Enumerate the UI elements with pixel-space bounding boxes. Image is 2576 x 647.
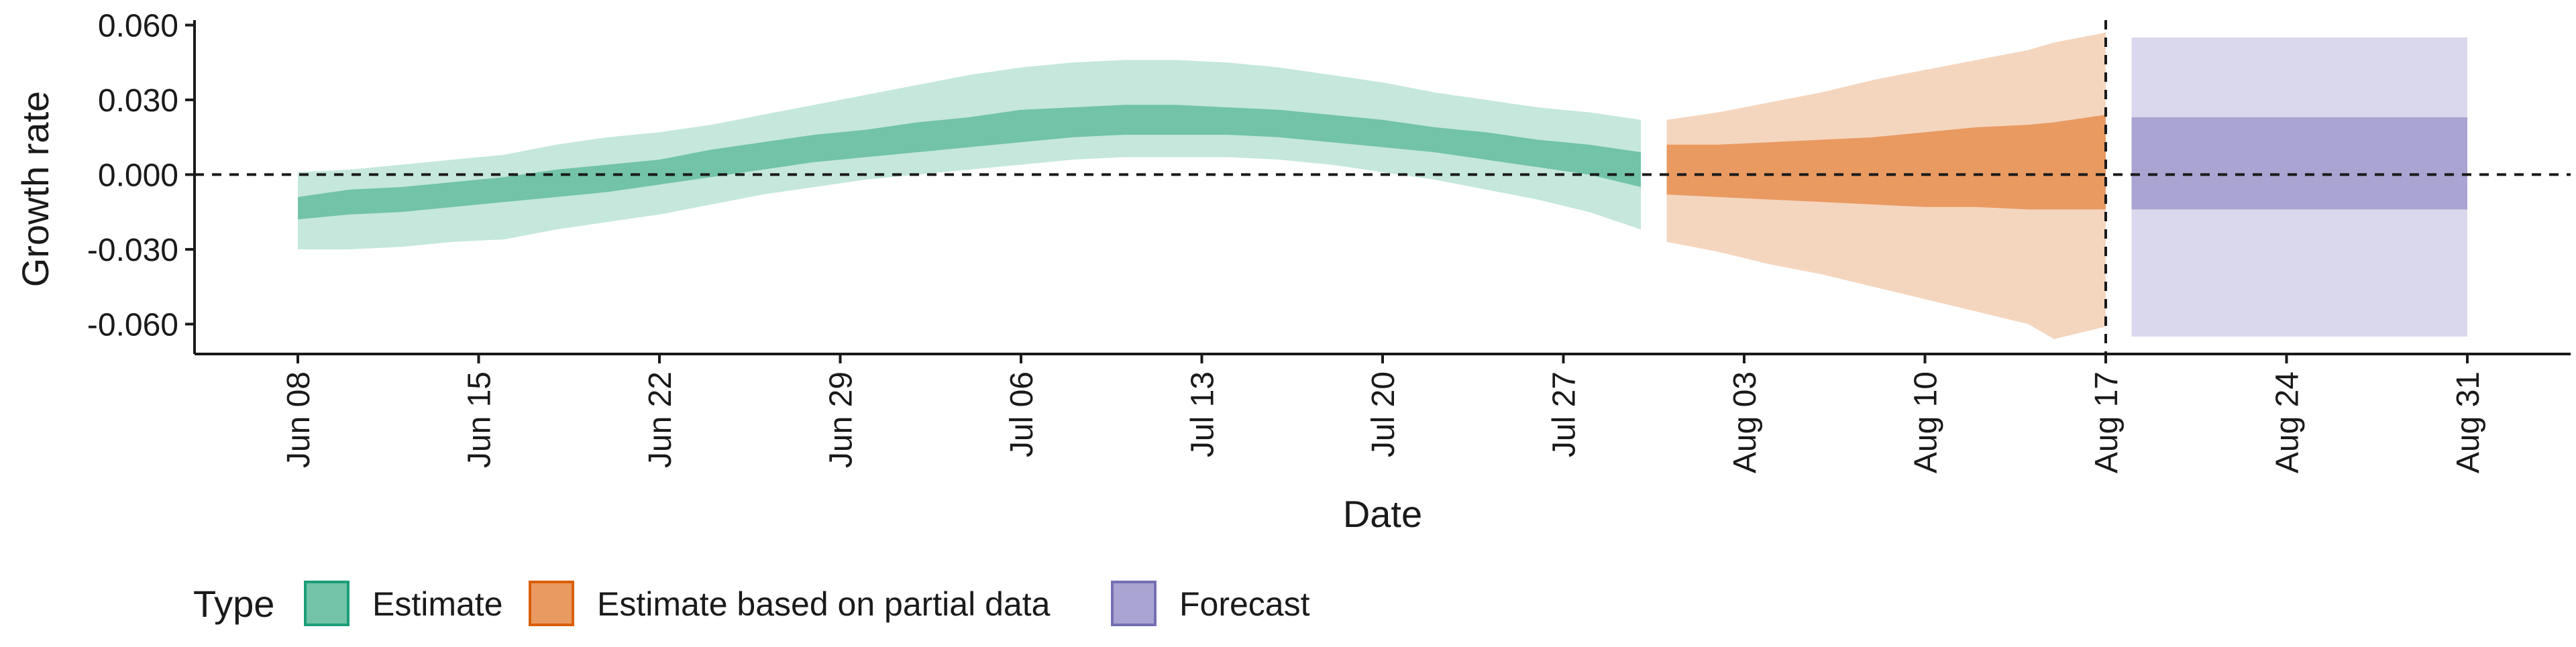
x-tick-label: Jul 20 [1366, 371, 1401, 457]
x-axis-title: Date [1343, 493, 1422, 535]
forecast-inner-band [2131, 117, 2467, 210]
reference-lines [195, 20, 2571, 354]
y-tick-label: 0.030 [98, 83, 178, 119]
x-tick-label: Aug 31 [2451, 371, 2486, 473]
x-tick-label: Jun 08 [281, 371, 317, 468]
x-ticks: Jun 08 Jun 15 Jun 22 Jun 29 Jul 06 Jul 13 Jul … [281, 354, 2486, 473]
x-tick-label: Aug 17 [2089, 371, 2125, 473]
y-axis-title: Growth rate [14, 91, 56, 288]
x-tick-label: Jun 15 [462, 371, 498, 468]
estimate-inner-band [298, 105, 1641, 220]
legend-swatch-estimate-based-on-partial-data [529, 581, 574, 626]
legend-label-forecast: Forecast [1179, 585, 1310, 623]
legend-label-estimate-based-on-partial-data: Estimate based on partial data [597, 585, 1051, 623]
legend-swatch-estimate [304, 581, 350, 626]
y-tick-label: 0.060 [98, 8, 178, 44]
legend-swatch-forecast [1111, 581, 1157, 626]
y-tick-label: 0.000 [98, 158, 178, 193]
x-tick-label: Jun 22 [643, 371, 678, 468]
x-tick-label: Aug 10 [1909, 371, 1944, 473]
x-tick-label: Jul 27 [1547, 371, 1582, 457]
x-tick-label: Jun 29 [824, 371, 859, 468]
y-tick-label: -0.060 [87, 307, 178, 343]
x-tick-label: Aug 03 [1727, 371, 1763, 473]
x-tick-label: Aug 24 [2270, 371, 2306, 473]
estimate-outer-band [298, 60, 1641, 249]
x-tick-label: Jul 06 [1004, 371, 1040, 457]
legend-label-estimate: Estimate [372, 585, 503, 623]
legend: Type Estimate Estimate based on partial d… [193, 581, 1310, 626]
x-tick-label: Jul 13 [1185, 371, 1221, 457]
bands-layer [298, 32, 2467, 339]
estimate-based-on-partial-data-inner-band [1666, 115, 2106, 210]
y-tick-label: -0.030 [87, 233, 178, 268]
legend-title: Type [193, 583, 274, 625]
y-ticks: 0.060 0.030 0.000 -0.030 -0.060 [87, 8, 195, 343]
